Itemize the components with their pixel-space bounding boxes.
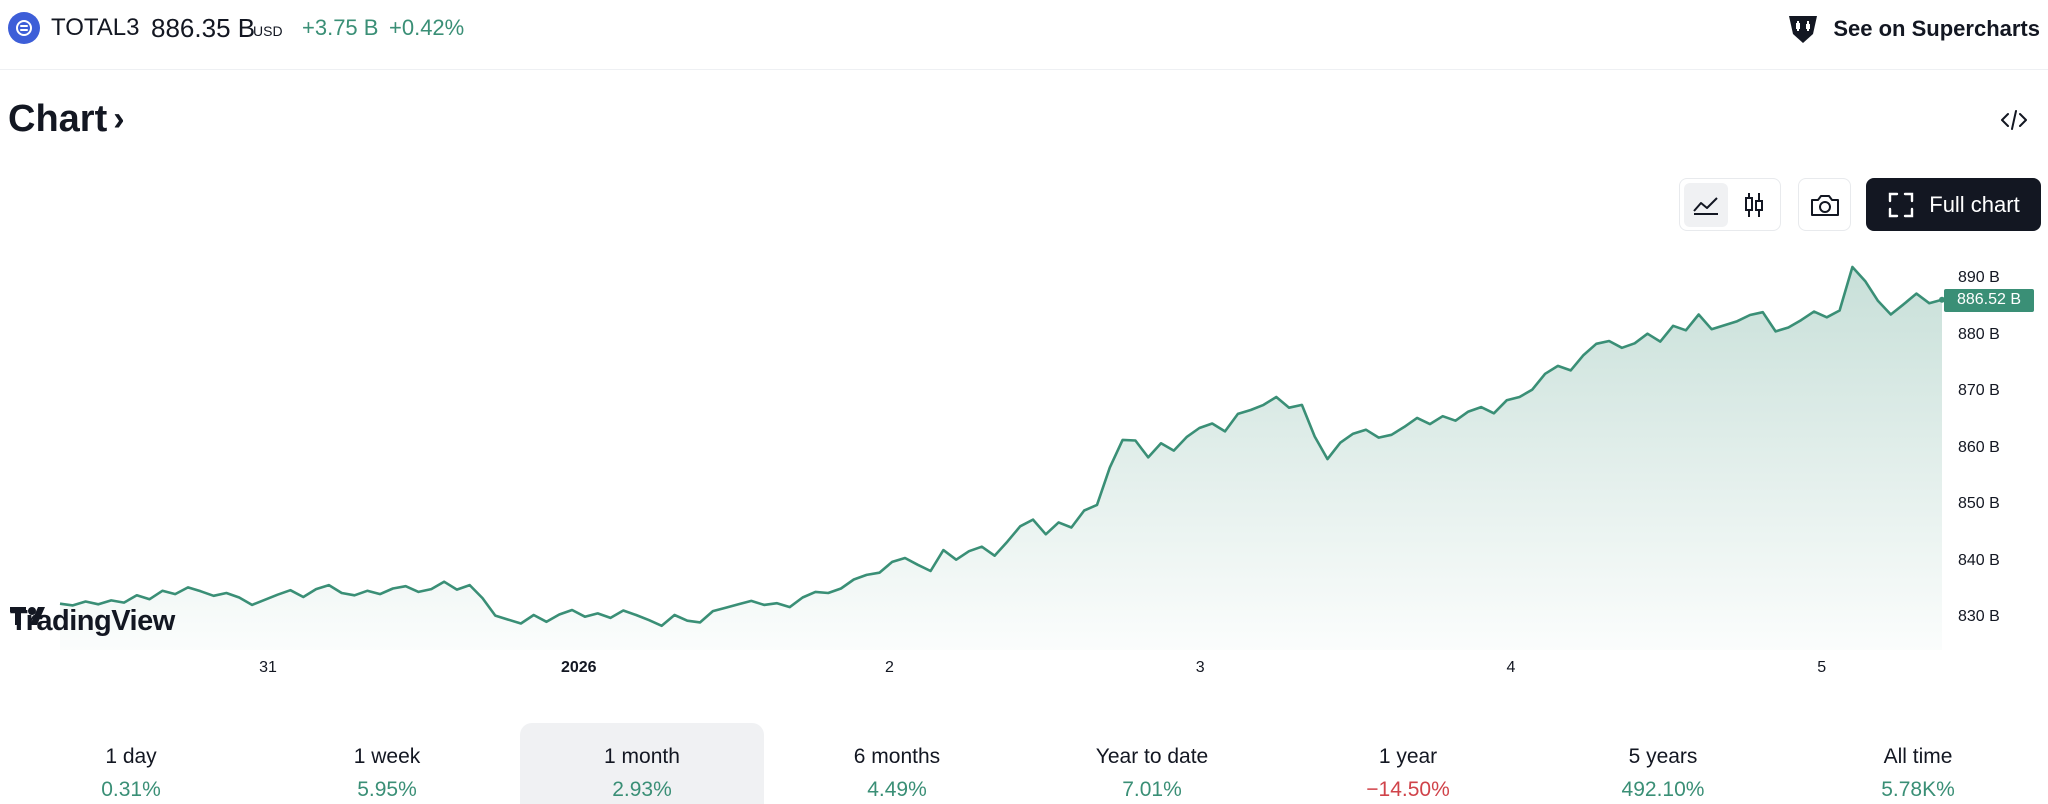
- price-chart-svg: [59, 265, 1945, 650]
- fullscreen-icon: [1889, 192, 1914, 217]
- price-change-percent: +0.42%: [389, 15, 465, 40]
- area-chart-button[interactable]: [1684, 182, 1728, 227]
- period-tab-1-day[interactable]: 1 day 0.31%: [9, 723, 253, 804]
- period-tab-6-months[interactable]: 6 months 4.49%: [775, 723, 1019, 804]
- period-performance-tabs: 1 day 0.31% 1 week 5.95% 1 month 2.93% 6 month…: [0, 723, 2048, 804]
- period-label: Year to date: [1095, 745, 1209, 768]
- chart-title-label: Chart: [8, 98, 108, 140]
- period-label: 5 years: [1628, 745, 1698, 768]
- candlestick-button[interactable]: [1732, 183, 1776, 227]
- period-change-value: −14.50%: [1366, 778, 1450, 801]
- price-change-absolute: +3.75 B: [302, 15, 379, 40]
- time-axis-tick: 4: [1506, 659, 1516, 676]
- period-change-value: 4.49%: [867, 778, 927, 801]
- full-chart-label: Full chart: [1929, 191, 2020, 217]
- tradingview-watermark: TradingView: [10, 605, 175, 638]
- price-axis-tick: 850 B: [1958, 495, 2000, 512]
- price-axis-tick: 830 B: [1958, 608, 2000, 625]
- last-price-tag: 886.52 B: [1944, 288, 2034, 312]
- period-label: All time: [1883, 745, 1953, 768]
- total3-coin-icon: [8, 12, 40, 44]
- embed-code-button[interactable]: [1996, 103, 2032, 137]
- period-change-value: 5.95%: [357, 778, 417, 801]
- price-area-fill: [60, 267, 1942, 650]
- supercharts-label: See on Supercharts: [1833, 16, 2040, 41]
- price-chart[interactable]: TradingView 890 B 880 B 870 B 860 B 850 B 840…: [0, 250, 2048, 690]
- price-axis-tick: 880 B: [1958, 325, 2000, 343]
- period-label: 1 day: [105, 745, 157, 768]
- camera-icon: [1810, 194, 1839, 216]
- period-tab-all-time[interactable]: All time 5.78K%: [1796, 723, 2040, 804]
- see-on-supercharts-link[interactable]: See on Supercharts: [1785, 12, 2040, 46]
- period-change-value: 2.93%: [612, 778, 672, 801]
- price-axis-tick: 840 B: [1958, 551, 2000, 569]
- candlestick-icon: [1745, 192, 1763, 217]
- period-tab-1-year[interactable]: 1 year −14.50%: [1286, 723, 1530, 804]
- tradingview-chart-icon: [1789, 16, 1818, 43]
- code-embed-icon: [2001, 110, 2027, 130]
- period-label: 1 year: [1378, 745, 1438, 768]
- period-tab-5-years[interactable]: 5 years 492.10%: [1541, 723, 1785, 804]
- time-axis-tick: 5: [1817, 659, 1827, 676]
- price-line: [59, 265, 1943, 628]
- tradingview-logo-icon: [10, 607, 45, 625]
- period-label: 1 month: [604, 745, 680, 768]
- price-axis-tick: 870 B: [1958, 382, 2000, 399]
- period-change-value: 0.31%: [101, 778, 161, 801]
- chart-section-title[interactable]: Chart ›: [8, 98, 125, 141]
- symbol-header: TOTAL3 886.35 B USD +3.75 B +0.42% See o…: [0, 0, 2048, 70]
- full-chart-button[interactable]: Full chart: [1866, 178, 2041, 231]
- time-axis-tick: 2026: [560, 659, 597, 676]
- period-label: 1 week: [353, 745, 421, 768]
- currency-label: USD: [253, 23, 283, 39]
- time-axis-tick: 31: [259, 659, 277, 676]
- period-tab-1-month[interactable]: 1 month 2.93%: [520, 723, 764, 804]
- price-axis-tick: 860 B: [1958, 438, 2000, 456]
- area-chart-icon: [1693, 196, 1718, 215]
- chart-style-toggle: [1679, 178, 1781, 231]
- period-tab-1-week[interactable]: 1 week 5.95%: [265, 723, 509, 804]
- period-tab-year-to-date[interactable]: Year to date 7.01%: [1030, 723, 1274, 804]
- current-price: 886.35 B: [151, 13, 256, 43]
- chevron-right-icon: ›: [113, 100, 125, 138]
- period-label: 6 months: [853, 745, 941, 768]
- period-change-value: 7.01%: [1122, 778, 1182, 801]
- time-axis-tick: 3: [1195, 659, 1205, 676]
- period-change-value: 5.78K%: [1881, 778, 1955, 801]
- time-axis-tick: 2: [885, 659, 894, 676]
- last-price-dot: [1939, 296, 1945, 303]
- ticker-symbol: TOTAL3: [51, 14, 140, 41]
- period-change-value: 492.10%: [1621, 778, 1705, 801]
- screenshot-button[interactable]: [1798, 178, 1851, 231]
- price-axis-tick: 890 B: [1958, 269, 2000, 286]
